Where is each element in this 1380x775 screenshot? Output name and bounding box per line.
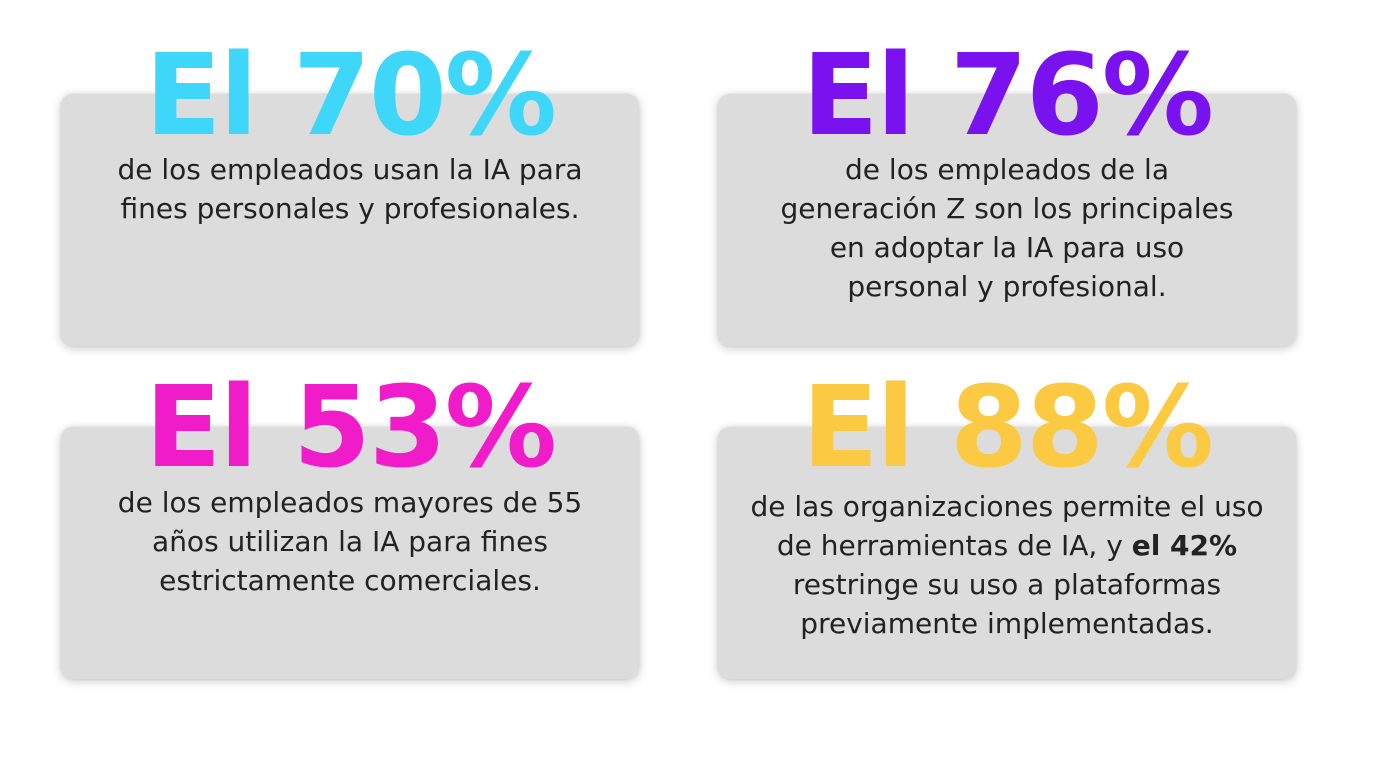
description-line: de los empleados de la	[845, 153, 1169, 186]
stat-headline-88: El 88%	[802, 363, 1214, 493]
stat-card-88	[718, 427, 1296, 679]
description-line: previamente implementadas.	[800, 607, 1214, 640]
description-line: de los empleados usan la IA para	[117, 153, 583, 186]
stat-description-53: de los empleados mayores de 55 años util…	[61, 483, 639, 600]
description-line: de herramientas de IA, y el 42%	[718, 526, 1296, 565]
description-line: fines personales y profesionales.	[120, 192, 580, 225]
description-line: de los empleados mayores de 55	[117, 486, 583, 519]
description-line: años utilizan la IA para fines	[152, 525, 548, 558]
highlighted-percentage: el 42%	[1131, 529, 1238, 562]
description-line: en adoptar la IA para uso	[829, 231, 1185, 264]
description-line: restringe su uso a plataformas	[792, 568, 1222, 601]
stat-card-53	[61, 427, 639, 679]
description-line: generación Z son los principales	[780, 192, 1234, 225]
stat-description-88: de las organizaciones permite el uso de …	[718, 487, 1296, 643]
description-line: de las organizaciones permite el uso	[750, 490, 1264, 523]
stat-headline-53: El 53%	[145, 363, 557, 493]
stat-description-76: de los empleados de la generación Z son …	[718, 150, 1296, 306]
stat-headline-70: El 70%	[145, 31, 557, 161]
description-line: personal y profesional.	[847, 270, 1167, 303]
stat-card-76	[718, 94, 1296, 346]
description-line: estrictamente comerciales.	[159, 564, 541, 597]
stat-description-70: de los empleados usan la IA para fines p…	[61, 150, 639, 228]
stat-card-70	[61, 94, 639, 346]
description-text: de herramientas de IA, y	[776, 529, 1132, 562]
stat-headline-76: El 76%	[802, 31, 1214, 161]
